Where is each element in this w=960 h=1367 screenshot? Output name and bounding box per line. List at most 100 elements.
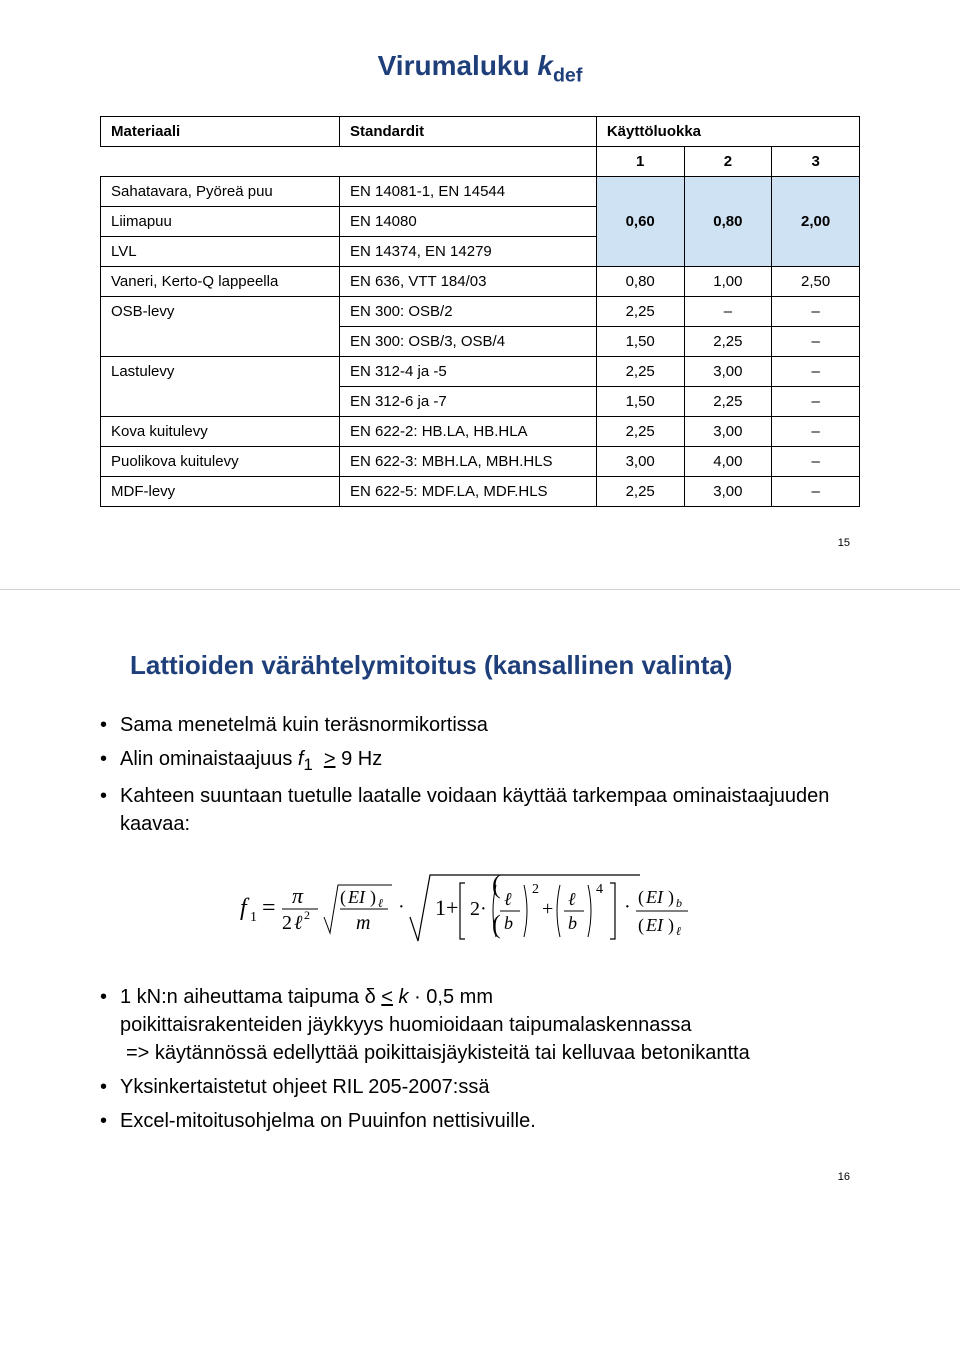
table-row: Sahatavara, Pyöreä puu EN 14081-1, EN 14…: [101, 176, 860, 206]
table-row: Lastulevy EN 312-4 ja -5 2,25 3,00 –: [101, 356, 860, 386]
cell-v2: 3,00: [684, 476, 772, 506]
b2-a: Alin ominaistaajuus: [120, 748, 298, 770]
cell-v3: 2,00: [772, 176, 860, 266]
th-c1: 1: [596, 146, 684, 176]
cell-v3: –: [772, 296, 860, 326]
bullet-1: Sama menetelmä kuin teräsnormikortissa: [100, 711, 870, 739]
title-sub: def: [553, 65, 582, 87]
svg-text:(: (: [492, 870, 501, 899]
cell-v3: –: [772, 416, 860, 446]
svg-text:2: 2: [532, 882, 539, 897]
cell-standard: EN 300: OSB/3, OSB/4: [339, 326, 596, 356]
cell-standard: EN 300: OSB/2: [339, 296, 596, 326]
svg-text:): ): [668, 915, 674, 936]
cell-v1: 2,25: [596, 476, 684, 506]
slide2-title: Lattioiden värähtelymitoitus (kansalline…: [130, 650, 870, 681]
svg-text:ℓ: ℓ: [676, 924, 681, 938]
svg-text:(: (: [638, 887, 644, 908]
cell-v2: 0,80: [684, 176, 772, 266]
b2-b: > 9 Hz: [313, 748, 383, 770]
svg-text:EI: EI: [645, 887, 664, 907]
table-subheader-row: 1 2 3: [101, 146, 860, 176]
table-header-row: Materiaali Standardit Käyttöluokka: [101, 116, 860, 146]
cell-v1: 3,00: [596, 446, 684, 476]
cell-standard: EN 622-3: MBH.LA, MBH.HLS: [339, 446, 596, 476]
cell-material: Vaneri, Kerto-Q lappeella: [101, 266, 340, 296]
svg-text:π: π: [292, 883, 304, 908]
slide-2: Lattioiden värähtelymitoitus (kansalline…: [0, 590, 960, 1223]
svg-text:·: ·: [398, 896, 405, 918]
cell-material: LVL: [101, 236, 340, 266]
cell-v1: 2,25: [596, 296, 684, 326]
svg-text:ℓ: ℓ: [378, 896, 383, 910]
title-prefix: Virumaluku: [378, 50, 538, 81]
formula-svg: f 1 = π 2 ℓ 2 ( EI ) ℓ m: [240, 863, 720, 953]
cell-standard: EN 14374, EN 14279: [339, 236, 596, 266]
cell-standard: EN 312-4 ja -5: [339, 356, 596, 386]
cell-v2: 3,00: [684, 356, 772, 386]
svg-text:1: 1: [250, 910, 257, 925]
svg-text:EI: EI: [645, 915, 664, 935]
svg-text:2: 2: [282, 912, 292, 934]
svg-text:ℓ: ℓ: [504, 889, 512, 909]
table-row: MDF-levy EN 622-5: MDF.LA, MDF.HLS 2,25 …: [101, 476, 860, 506]
svg-text:2·: 2·: [470, 898, 487, 920]
cell-v3: –: [772, 446, 860, 476]
b4-line2: poikittaisrakenteiden jäykkyys huomioida…: [120, 1014, 691, 1036]
b4-line3: => käytännössä edellyttää poikittaisjäyk…: [126, 1042, 750, 1064]
cell-material: MDF-levy: [101, 476, 340, 506]
cell-v2: 3,00: [684, 416, 772, 446]
svg-text:4: 4: [596, 882, 603, 897]
formula: f 1 = π 2 ℓ 2 ( EI ) ℓ m: [90, 863, 870, 953]
svg-text:b: b: [568, 913, 577, 933]
cell-standard: EN 622-5: MDF.LA, MDF.HLS: [339, 476, 596, 506]
table-row: OSB-levy EN 300: OSB/2 2,25 – –: [101, 296, 860, 326]
page: Virumaluku kdef Materiaali Standardit Kä…: [0, 0, 960, 1223]
cell-v1: 2,25: [596, 356, 684, 386]
cell-v3: –: [772, 476, 860, 506]
cell-standard: EN 14081-1, EN 14544: [339, 176, 596, 206]
th-class: Käyttöluokka: [596, 116, 859, 146]
svg-text:2: 2: [304, 908, 310, 922]
b4-line1: 1 kN:n aiheuttama taipuma δ < k · 0,5 mm: [120, 986, 493, 1008]
cell-v1: 2,25: [596, 416, 684, 446]
cell-material: Liimapuu: [101, 206, 340, 236]
cell-v3: –: [772, 326, 860, 356]
bullet-4: 1 kN:n aiheuttama taipuma δ < k · 0,5 mm…: [100, 983, 870, 1067]
svg-text:b: b: [504, 913, 513, 933]
svg-text:·: ·: [624, 896, 631, 918]
svg-text:b: b: [676, 896, 682, 910]
cell-v1: 0,80: [596, 266, 684, 296]
kdef-table: Materiaali Standardit Käyttöluokka 1 2 3…: [100, 116, 860, 507]
svg-text:+: +: [542, 898, 553, 920]
th-material: Materiaali: [101, 116, 340, 146]
bullet-list: Sama menetelmä kuin teräsnormikortissa A…: [100, 711, 870, 838]
bullet-list-2: 1 kN:n aiheuttama taipuma δ < k · 0,5 mm…: [100, 983, 870, 1135]
cell-v2: 2,25: [684, 386, 772, 416]
cell-v1: 1,50: [596, 386, 684, 416]
cell-v2: 4,00: [684, 446, 772, 476]
b2-sub: 1: [303, 755, 312, 774]
bullet-6: Excel-mitoitusohjelma on Puuinfon nettis…: [100, 1107, 870, 1135]
cell-material: Puolikova kuitulevy: [101, 446, 340, 476]
cell-v2: 2,25: [684, 326, 772, 356]
svg-text:=: =: [262, 895, 276, 921]
cell-v2: –: [684, 296, 772, 326]
th-c2: 2: [684, 146, 772, 176]
th-standard: Standardit: [339, 116, 596, 146]
bullet-2: Alin ominaistaajuus f1 > 9 Hz: [100, 745, 870, 776]
svg-text:ℓ: ℓ: [568, 889, 576, 909]
svg-text:(: (: [638, 915, 644, 936]
slide-1: Virumaluku kdef Materiaali Standardit Kä…: [0, 0, 960, 589]
svg-text:): ): [668, 887, 674, 908]
svg-text:f: f: [240, 895, 250, 921]
table-row: Puolikova kuitulevy EN 622-3: MBH.LA, MB…: [101, 446, 860, 476]
cell-material: OSB-levy: [101, 296, 340, 356]
cell-material: Lastulevy: [101, 356, 340, 416]
cell-v3: –: [772, 386, 860, 416]
page-number-2: 16: [90, 1141, 870, 1183]
th-c3: 3: [772, 146, 860, 176]
cell-material: Sahatavara, Pyöreä puu: [101, 176, 340, 206]
bullet-5: Yksinkertaistetut ohjeet RIL 205-2007:ss…: [100, 1073, 870, 1101]
cell-material: Kova kuitulevy: [101, 416, 340, 446]
